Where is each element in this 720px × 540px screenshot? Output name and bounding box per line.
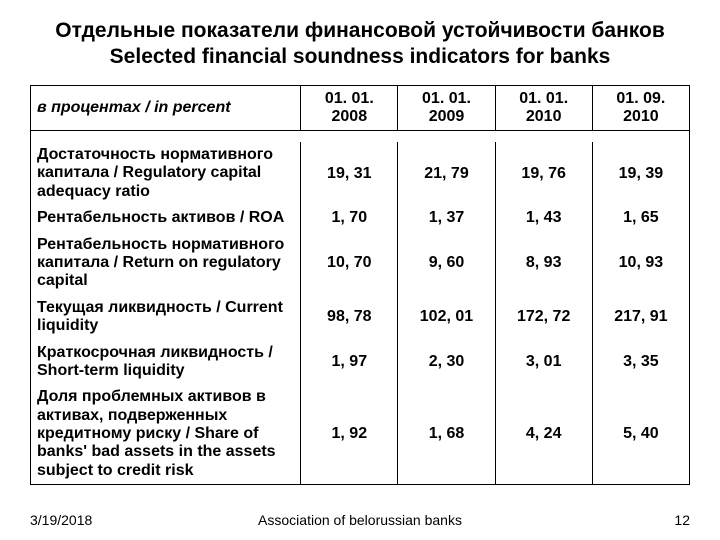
cell: 19, 39 bbox=[592, 142, 689, 205]
row-label: Рентабельность активов / ROA bbox=[31, 205, 301, 231]
cell: 3, 35 bbox=[592, 340, 689, 385]
cell: 3, 01 bbox=[495, 340, 592, 385]
cell: 1, 70 bbox=[301, 205, 398, 231]
cell: 21, 79 bbox=[398, 142, 495, 205]
col-header-2: 01. 01. 2010 bbox=[495, 85, 592, 130]
row-label: Доля проблемных активов в активах, подве… bbox=[31, 384, 301, 484]
cell: 19, 76 bbox=[495, 142, 592, 205]
table-row: Рентабельность нормативного капитала / R… bbox=[31, 232, 690, 295]
row-label: Краткосрочная ликвидность / Short-term l… bbox=[31, 340, 301, 385]
cell: 1, 97 bbox=[301, 340, 398, 385]
cell: 9, 60 bbox=[398, 232, 495, 295]
cell: 5, 40 bbox=[592, 384, 689, 484]
page-title: Отдельные показатели финансовой устойчив… bbox=[30, 18, 690, 71]
cell: 217, 91 bbox=[592, 295, 689, 340]
table-row: Доля проблемных активов в активах, подве… bbox=[31, 384, 690, 484]
cell: 8, 93 bbox=[495, 232, 592, 295]
title-line-ru: Отдельные показатели финансовой устойчив… bbox=[55, 19, 665, 42]
financial-table: в процентах / in percent 01. 01. 2008 01… bbox=[30, 85, 690, 486]
cell: 10, 70 bbox=[301, 232, 398, 295]
header-units: в процентах / in percent bbox=[31, 85, 301, 130]
footer: 3/19/2018 Association of belorussian ban… bbox=[0, 512, 720, 528]
footer-page: 12 bbox=[674, 512, 690, 528]
row-label: Текущая ликвидность / Current liquidity bbox=[31, 295, 301, 340]
cell: 2, 30 bbox=[398, 340, 495, 385]
table-row: Текущая ликвидность / Current liquidity … bbox=[31, 295, 690, 340]
footer-date: 3/19/2018 bbox=[30, 512, 92, 528]
col-header-3: 01. 09. 2010 bbox=[592, 85, 689, 130]
cell: 172, 72 bbox=[495, 295, 592, 340]
cell: 98, 78 bbox=[301, 295, 398, 340]
cell: 10, 93 bbox=[592, 232, 689, 295]
table-row: Краткосрочная ликвидность / Short-term l… bbox=[31, 340, 690, 385]
cell: 102, 01 bbox=[398, 295, 495, 340]
cell: 1, 65 bbox=[592, 205, 689, 231]
col-header-1: 01. 01. 2009 bbox=[398, 85, 495, 130]
cell: 19, 31 bbox=[301, 142, 398, 205]
row-label: Достаточность нормативного капитала / Re… bbox=[31, 142, 301, 205]
table-body: Достаточность нормативного капитала / Re… bbox=[31, 142, 690, 485]
row-label: Рентабельность нормативного капитала / R… bbox=[31, 232, 301, 295]
table-row: Рентабельность активов / ROA 1, 70 1, 37… bbox=[31, 205, 690, 231]
footer-center: Association of belorussian banks bbox=[0, 512, 720, 528]
cell: 1, 68 bbox=[398, 384, 495, 484]
cell: 4, 24 bbox=[495, 384, 592, 484]
cell: 1, 37 bbox=[398, 205, 495, 231]
spacer-row bbox=[31, 130, 690, 142]
table-row: Достаточность нормативного капитала / Re… bbox=[31, 142, 690, 205]
col-header-0: 01. 01. 2008 bbox=[301, 85, 398, 130]
cell: 1, 43 bbox=[495, 205, 592, 231]
title-line-en: Selected financial soundness indicators … bbox=[110, 45, 611, 68]
cell: 1, 92 bbox=[301, 384, 398, 484]
